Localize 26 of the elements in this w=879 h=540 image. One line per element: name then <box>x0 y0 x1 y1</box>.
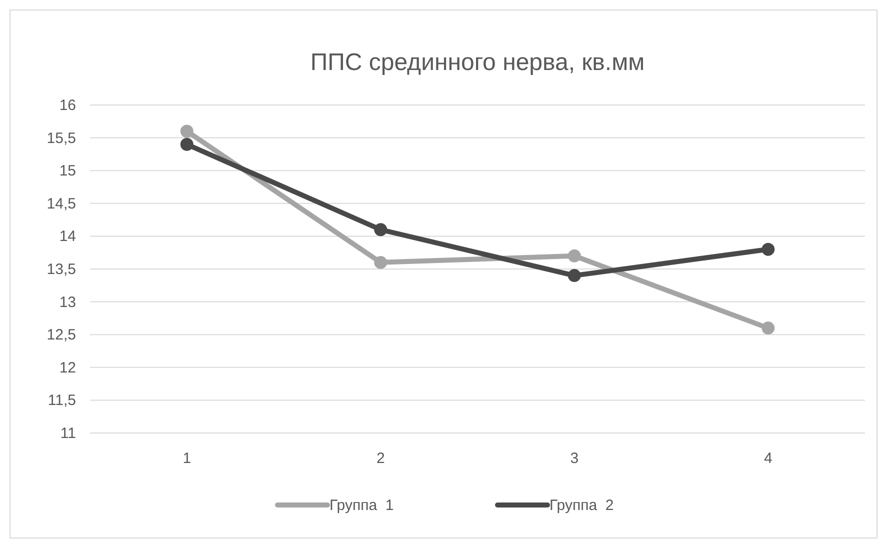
y-tick-label: 12,5 <box>46 326 76 344</box>
y-tick-label: 13 <box>59 294 76 311</box>
x-tick-label: 3 <box>570 450 579 467</box>
legend-label: Группа 2 <box>550 497 614 514</box>
y-tick-label: 11 <box>60 425 76 442</box>
y-tick-label: 14 <box>59 228 76 246</box>
y-tick-label: 15 <box>59 162 76 180</box>
y-tick-label: 12 <box>59 359 76 376</box>
point <box>180 138 194 151</box>
x-tick-label: 4 <box>764 450 772 467</box>
y-tick-label: 14,5 <box>46 195 76 212</box>
point <box>762 322 775 335</box>
y-tick-label: 16 <box>59 97 76 114</box>
point <box>762 242 775 256</box>
x-tick-label: 2 <box>376 450 385 467</box>
y-tick-label: 15,5 <box>46 130 76 147</box>
y-tick-label: 13,5 <box>46 261 76 278</box>
point <box>180 124 194 138</box>
legend-label: Группа 1 <box>330 497 394 514</box>
y-tick-label: 11,5 <box>48 392 76 410</box>
point <box>374 223 388 236</box>
point <box>568 269 581 282</box>
x-tick-label: 1 <box>182 450 192 467</box>
point <box>568 249 581 262</box>
point <box>374 256 388 269</box>
chart-title: ППС срединного нерва, кв.мм <box>310 49 645 76</box>
